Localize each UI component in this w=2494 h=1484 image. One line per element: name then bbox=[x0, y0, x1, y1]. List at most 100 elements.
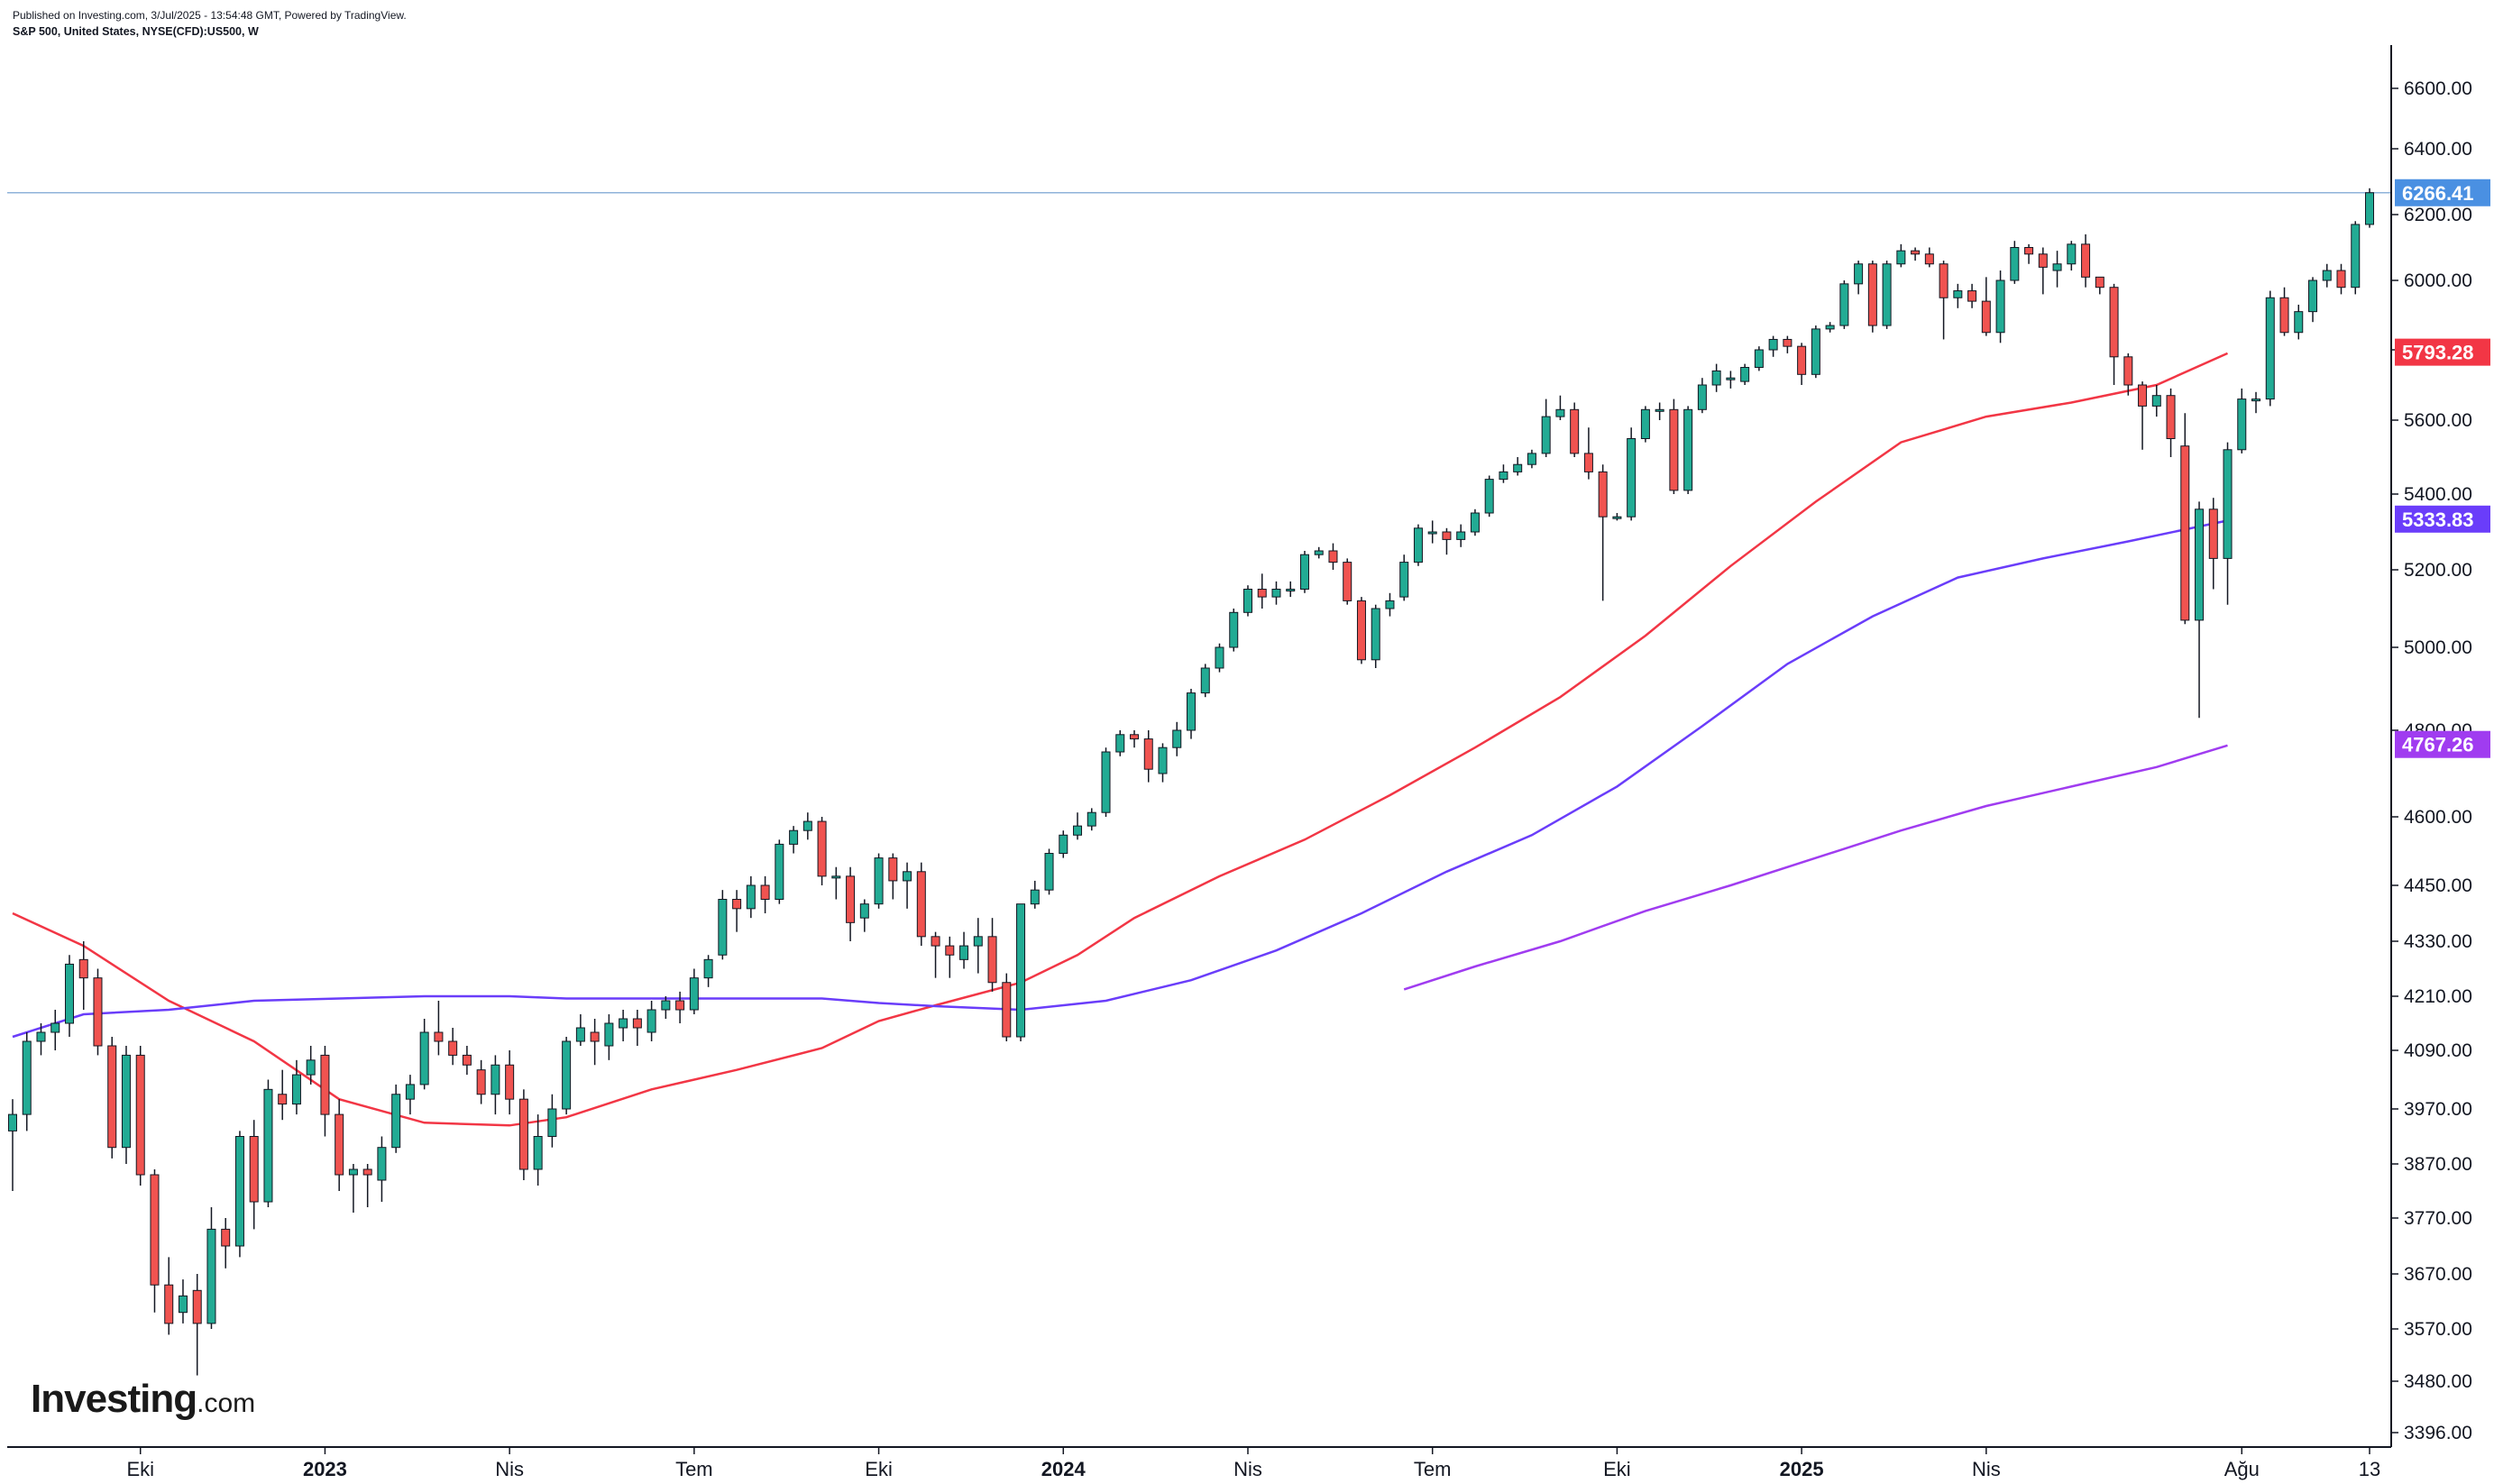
candle bbox=[1087, 808, 1096, 831]
candle-body-up bbox=[789, 829, 799, 845]
candle bbox=[448, 1028, 458, 1066]
candle bbox=[462, 1046, 472, 1076]
candle-body-down bbox=[150, 1174, 160, 1286]
candle bbox=[1328, 543, 1338, 570]
candle-body-up bbox=[234, 1136, 244, 1247]
candle-body-up bbox=[1627, 438, 1637, 518]
y-tick-label: 3396.00 bbox=[2404, 1423, 2472, 1443]
candle bbox=[50, 1010, 60, 1050]
candle-body-up bbox=[1768, 338, 1778, 351]
candle-body-down bbox=[1911, 250, 1921, 255]
candle bbox=[320, 1046, 330, 1137]
candle-body-up bbox=[121, 1054, 131, 1149]
candle-body-down bbox=[1583, 453, 1593, 472]
candle bbox=[1115, 730, 1125, 756]
candle bbox=[2123, 353, 2133, 396]
chart-header: Published on Investing.com, 3/Jul/2025 -… bbox=[13, 7, 407, 40]
candle bbox=[1030, 880, 1040, 909]
candle-body-up bbox=[1215, 646, 1224, 669]
candle bbox=[1299, 551, 1309, 593]
candle-body-up bbox=[2223, 449, 2233, 559]
candle bbox=[1570, 402, 1580, 457]
candle bbox=[1442, 527, 1452, 555]
candle-body-down bbox=[107, 1045, 117, 1149]
candle-body-up bbox=[1825, 325, 1835, 330]
candle-body-up bbox=[2294, 311, 2304, 334]
price-badge bbox=[2395, 179, 2490, 206]
candle-body-down bbox=[135, 1054, 145, 1176]
candle-body-up bbox=[2067, 243, 2077, 265]
candle-body-up bbox=[36, 1031, 46, 1042]
candle bbox=[1187, 689, 1196, 739]
price-badge bbox=[2395, 505, 2490, 533]
candle bbox=[1825, 322, 1835, 333]
candle-body-down bbox=[78, 958, 88, 979]
candle-body-down bbox=[278, 1094, 288, 1105]
candle-body-down bbox=[1867, 263, 1877, 326]
candle bbox=[1200, 664, 1210, 698]
y-tick-label: 6000.00 bbox=[2404, 270, 2472, 291]
candle bbox=[973, 918, 983, 974]
x-tick-label: Tem bbox=[675, 1458, 713, 1480]
y-tick-label: 5400.00 bbox=[2404, 484, 2472, 505]
candle bbox=[2351, 221, 2361, 295]
candle-body-down bbox=[221, 1228, 231, 1247]
candle bbox=[575, 1014, 585, 1046]
x-tick-label: 2023 bbox=[303, 1458, 347, 1480]
candle-body-down bbox=[987, 936, 997, 984]
candle-body-up bbox=[1513, 463, 1523, 472]
candle-body-up bbox=[2365, 192, 2374, 225]
candle-body-up bbox=[2237, 398, 2247, 451]
candle bbox=[234, 1131, 244, 1258]
y-tick-label: 5200.00 bbox=[2404, 560, 2472, 581]
candle bbox=[590, 1019, 600, 1066]
candle bbox=[2067, 241, 2077, 271]
price-badge-label: 4767.26 bbox=[2402, 734, 2474, 756]
candle-body-up bbox=[1541, 416, 1551, 454]
candle bbox=[604, 1014, 614, 1060]
candle bbox=[1640, 406, 1650, 443]
candle bbox=[362, 1164, 372, 1207]
candle-body-down bbox=[1442, 531, 1452, 540]
candle-body-up bbox=[718, 899, 728, 956]
y-tick-label: 4600.00 bbox=[2404, 807, 2472, 828]
candle-body-up bbox=[2010, 247, 2020, 281]
candle bbox=[1896, 243, 1906, 268]
candle bbox=[1016, 903, 1026, 1041]
candle-body-up bbox=[1229, 611, 1239, 648]
candle-body-up bbox=[604, 1022, 614, 1047]
candle-body-down bbox=[505, 1064, 515, 1100]
candle bbox=[2095, 276, 2104, 295]
candle bbox=[2052, 251, 2062, 288]
candle bbox=[1257, 573, 1267, 609]
candle-body-up bbox=[1314, 550, 1324, 555]
candle-body-up bbox=[1427, 531, 1437, 535]
y-tick-label: 4450.00 bbox=[2404, 875, 2472, 896]
x-tick-label: Ağu bbox=[2224, 1458, 2260, 1480]
x-tick-label: 2024 bbox=[1041, 1458, 1087, 1480]
candle bbox=[2322, 263, 2332, 288]
y-tick-label: 3870.00 bbox=[2404, 1154, 2472, 1175]
candle-body-up bbox=[2251, 398, 2261, 402]
candle bbox=[64, 955, 74, 1037]
candle bbox=[689, 968, 699, 1014]
candle bbox=[348, 1164, 358, 1213]
candle-body-up bbox=[1640, 408, 1650, 439]
candle-body-down bbox=[1797, 345, 1807, 375]
candle bbox=[518, 1089, 528, 1180]
candle bbox=[164, 1257, 174, 1335]
candle bbox=[178, 1279, 188, 1324]
candle bbox=[1101, 747, 1111, 817]
candle-body-up bbox=[575, 1027, 585, 1042]
candle-body-up bbox=[1385, 600, 1395, 609]
candle-body-down bbox=[632, 1018, 642, 1029]
candle bbox=[2223, 442, 2233, 605]
candle-body-up bbox=[2151, 395, 2161, 407]
x-tick-label: Nis bbox=[1972, 1458, 2001, 1480]
candle bbox=[732, 890, 742, 932]
x-tick-label: 2025 bbox=[1780, 1458, 1824, 1480]
candle bbox=[646, 1001, 656, 1041]
candle bbox=[1271, 581, 1281, 605]
candle bbox=[2365, 188, 2374, 228]
